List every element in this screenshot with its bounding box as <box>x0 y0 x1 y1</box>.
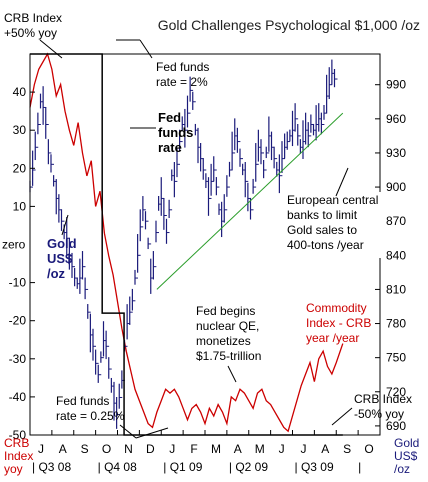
month-label: N <box>124 442 133 456</box>
month-label: S <box>343 442 351 456</box>
left-tick-label: -30 <box>9 352 27 366</box>
left-axis-title: Index <box>4 449 33 463</box>
axis-layer: 40 30 20 10 -10 -20 -30 -40 -50 zero 990 960 930 900 8… <box>2 78 419 476</box>
left-axis-title: CRB <box>4 436 29 450</box>
svg-text:year /year: year /year <box>306 331 359 345</box>
right-axis-title: Gold <box>394 436 419 450</box>
right-tick-label: 960 <box>386 112 406 126</box>
fed-funds-2pct-annotation: Fed funds rate = 2% <box>156 60 209 89</box>
month-label: A <box>321 442 329 456</box>
left-zero-label: zero <box>2 238 26 252</box>
left-axis-title: yoy <box>4 462 23 476</box>
right-tick-label: 870 <box>386 214 406 228</box>
svg-text:US$: US$ <box>47 251 73 266</box>
svg-text:-50% yoy: -50% yoy <box>354 407 404 421</box>
fed-funds-025-pointer-2 <box>135 427 169 439</box>
fed-funds-025-annotation: Fed funds rate = 0.25% <box>56 394 125 423</box>
chart-title: Gold Challenges Psychological $1,000 /oz <box>158 17 420 33</box>
gold-label-pointer <box>61 214 69 236</box>
svg-text:monetizes: monetizes <box>196 334 251 348</box>
svg-text:/oz: /oz <box>47 266 66 281</box>
left-tick-label: 40 <box>13 85 27 99</box>
svg-text:European central: European central <box>287 193 378 207</box>
svg-text:Fed: Fed <box>158 110 181 125</box>
fed-funds-2pct-pointer-2 <box>139 39 153 59</box>
svg-text:rate: rate <box>158 140 182 155</box>
right-axis-title: /oz <box>394 462 410 476</box>
month-label: J <box>279 442 285 456</box>
month-label: O <box>364 442 373 456</box>
left-tick-label: -50 <box>9 428 27 442</box>
svg-text:Fed begins: Fed begins <box>196 304 255 318</box>
gold-trendline <box>156 112 344 290</box>
quarter-label: | Q2 09 <box>229 460 268 474</box>
month-label: J <box>300 442 306 456</box>
left-tick-label: -10 <box>9 276 27 290</box>
fed-qe-pointer <box>227 365 237 383</box>
svg-text:Commodity: Commodity <box>306 301 367 315</box>
svg-text:nuclear QE,: nuclear QE, <box>196 319 259 333</box>
svg-text:rate = 0.25%: rate = 0.25% <box>56 409 125 423</box>
fed-qe-annotation: Fed begins nuclear QE, monetizes $1.75-t… <box>196 304 261 363</box>
month-label: J <box>169 442 175 456</box>
left-tick-label: 10 <box>13 199 27 213</box>
svg-text:CRB Index: CRB Index <box>354 392 412 406</box>
month-label: J <box>38 442 44 456</box>
right-axis-title: US$ <box>394 449 418 463</box>
month-label: M <box>211 442 221 456</box>
svg-text:rate = 2%: rate = 2% <box>156 75 208 89</box>
svg-text:+50% yoy: +50% yoy <box>4 26 57 40</box>
quarter-label: | Q4 08 <box>98 460 137 474</box>
right-tick-label: 930 <box>386 146 406 160</box>
month-label: M <box>255 442 265 456</box>
month-label: D <box>146 442 155 456</box>
quarter-end-separator: | <box>358 460 361 474</box>
fed-funds-rate-label: Fed funds rate <box>158 110 193 155</box>
svg-text:Gold: Gold <box>47 236 77 251</box>
ecb-gold-sales-annotation: European central banks to limit Gold sal… <box>284 192 384 258</box>
ecb-pointer <box>335 167 349 197</box>
month-label: O <box>102 442 111 456</box>
month-label: A <box>59 442 67 456</box>
month-label: A <box>234 442 242 456</box>
svg-text:400-tons /year: 400-tons /year <box>287 238 364 252</box>
right-tick-label: 780 <box>386 317 406 331</box>
quarter-label: | Q1 09 <box>163 460 202 474</box>
crb-plus50-annotation: CRB Index +50% yoy <box>4 11 62 40</box>
month-label: F <box>190 442 197 456</box>
crb-yoy-line <box>29 52 344 433</box>
right-tick-label: 690 <box>386 419 406 433</box>
left-tick-label: 30 <box>13 123 27 137</box>
svg-text:banks to limit: banks to limit <box>287 208 358 222</box>
right-tick-label: 750 <box>386 351 406 365</box>
gold-price-series <box>29 59 338 429</box>
right-tick-label: 720 <box>386 385 406 399</box>
left-tick-label: -40 <box>9 390 27 404</box>
crb-minus50-annotation: CRB Index -50% yoy <box>354 392 412 421</box>
crb-series-label: Commodity Index - CRB year /year <box>306 301 371 345</box>
svg-text:Fed funds: Fed funds <box>156 60 209 74</box>
left-tick-label: -20 <box>9 314 27 328</box>
quarter-label: | Q3 09 <box>295 460 334 474</box>
svg-text:$1.75-trillion: $1.75-trillion <box>196 349 261 363</box>
svg-text:Index - CRB: Index - CRB <box>306 316 371 330</box>
quarter-label: | Q3 08 <box>32 460 71 474</box>
svg-text:CRB Index: CRB Index <box>4 11 62 25</box>
svg-text:Fed funds: Fed funds <box>56 394 109 408</box>
crb-minus50-pointer <box>331 407 353 426</box>
month-label: S <box>81 442 89 456</box>
gold-series-label: Gold US$ /oz <box>47 236 77 281</box>
right-tick-label: 840 <box>386 248 406 262</box>
crb-plus50-pointer <box>39 39 63 59</box>
right-tick-label: 990 <box>386 78 406 92</box>
right-tick-label: 810 <box>386 282 406 296</box>
left-tick-label: 20 <box>13 161 27 175</box>
fed-funds-025-pointer <box>119 424 137 439</box>
svg-text:funds: funds <box>158 125 193 140</box>
right-tick-label: 900 <box>386 180 406 194</box>
svg-text:Gold sales to: Gold sales to <box>287 223 357 237</box>
